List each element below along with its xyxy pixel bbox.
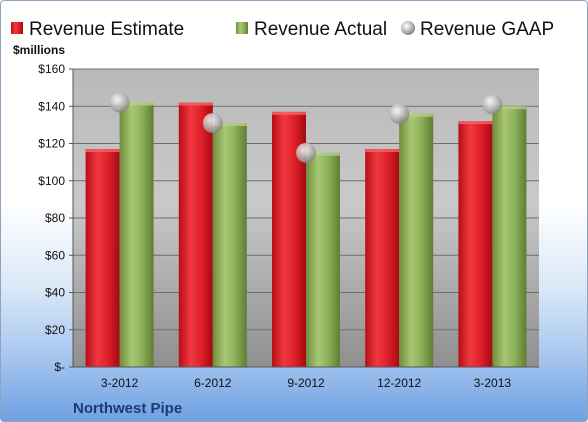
bar-top-estimate bbox=[178, 102, 213, 106]
legend-item-gaap[interactable]: Revenue GAAP bbox=[401, 19, 554, 40]
bars bbox=[85, 102, 527, 368]
bar-top-actual bbox=[399, 113, 434, 117]
gaap-marker[interactable] bbox=[296, 142, 316, 163]
x-tick-label: 3-2013 bbox=[474, 376, 512, 390]
legend-label-actual: Revenue Actual bbox=[254, 19, 387, 40]
legend-swatch-estimate bbox=[11, 22, 23, 34]
bar-top-estimate bbox=[365, 149, 400, 153]
y-axis-ticks: $- $20 $40 $60 $80 $100 $120 $140 $160 bbox=[38, 62, 73, 374]
y-tick-label: $80 bbox=[45, 211, 65, 225]
y-tick-label: $60 bbox=[45, 248, 65, 262]
bar-actual[interactable] bbox=[399, 113, 434, 367]
bar-top-estimate bbox=[458, 121, 493, 125]
gaap-marker[interactable] bbox=[389, 103, 410, 124]
x-tick-label: 12-2012 bbox=[377, 376, 421, 390]
y-tick-label: $140 bbox=[38, 99, 65, 113]
bar-top-actual bbox=[306, 152, 340, 156]
bar-estimate[interactable] bbox=[365, 149, 400, 367]
gaap-marker[interactable] bbox=[482, 94, 503, 115]
bar-estimate[interactable] bbox=[178, 102, 213, 368]
bar-top-estimate bbox=[85, 149, 120, 153]
bar-actual[interactable] bbox=[492, 106, 527, 367]
bar-top-actual bbox=[492, 106, 527, 110]
x-tick-label: 6-2012 bbox=[194, 376, 232, 390]
y-axis-unit-label: $millions bbox=[13, 43, 65, 57]
company-name: Northwest Pipe bbox=[73, 400, 182, 417]
legend-swatch-actual bbox=[236, 22, 248, 34]
y-tick-label: $100 bbox=[38, 174, 65, 188]
bar-top-actual bbox=[119, 102, 154, 106]
bar-estimate[interactable] bbox=[85, 149, 120, 367]
legend-label-gaap: Revenue GAAP bbox=[420, 19, 554, 40]
y-tick-label: $160 bbox=[38, 62, 65, 76]
y-tick-label: $40 bbox=[45, 286, 65, 300]
y-tick-label: $20 bbox=[45, 323, 65, 337]
bar-actual[interactable] bbox=[212, 123, 247, 367]
bar-actual[interactable] bbox=[306, 152, 340, 367]
x-axis-ticks: 3-2012 6-2012 9-2012 12-2012 3-2013 bbox=[101, 376, 511, 390]
legend-label-estimate: Revenue Estimate bbox=[29, 19, 184, 40]
bar-actual[interactable] bbox=[119, 102, 154, 368]
bar-estimate[interactable] bbox=[458, 121, 493, 368]
gaap-marker[interactable] bbox=[109, 92, 130, 113]
legend: Revenue Estimate Revenue Actual Revenue … bbox=[11, 19, 554, 40]
gaap-markers bbox=[109, 92, 503, 163]
x-tick-label: 9-2012 bbox=[287, 376, 325, 390]
y-tick-label: $- bbox=[54, 360, 65, 374]
legend-item-estimate[interactable]: Revenue Estimate bbox=[11, 19, 184, 40]
y-tick-label: $120 bbox=[38, 137, 65, 151]
legend-item-actual[interactable]: Revenue Actual bbox=[236, 19, 387, 40]
bar-top-actual bbox=[212, 123, 247, 127]
legend-swatch-gaap bbox=[401, 21, 415, 35]
x-tick-label: 3-2012 bbox=[101, 376, 139, 390]
bar-top-estimate bbox=[272, 111, 306, 115]
gaap-marker[interactable] bbox=[202, 113, 223, 134]
